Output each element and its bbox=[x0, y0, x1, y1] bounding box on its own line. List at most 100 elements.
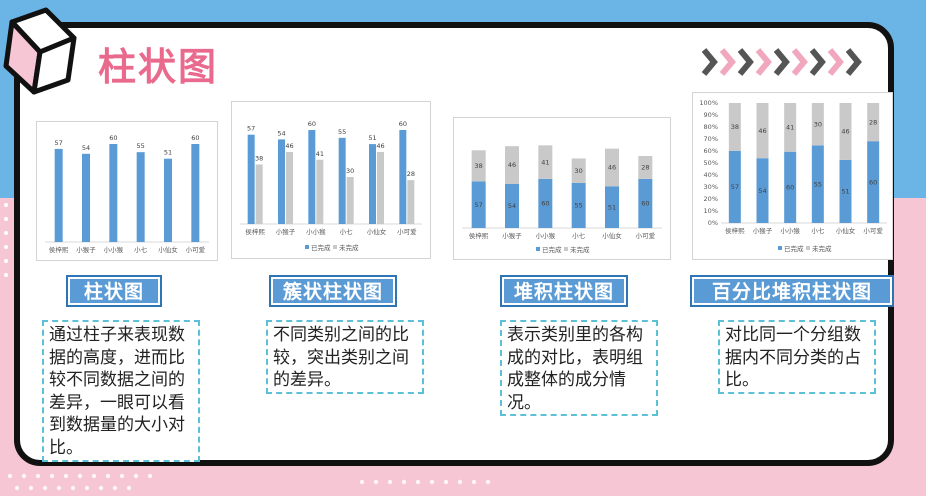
data-label: 55 bbox=[137, 142, 145, 150]
x-tick-label: 小七 bbox=[340, 227, 354, 236]
bar-done bbox=[278, 139, 285, 224]
bar-done bbox=[728, 151, 741, 223]
legend-label: 已完成 bbox=[542, 245, 562, 254]
bar-done bbox=[605, 186, 619, 228]
bar-undone bbox=[811, 103, 824, 146]
x-tick-label: 侯梓熙 bbox=[469, 231, 489, 240]
x-tick-label: 小小猴 bbox=[780, 226, 800, 235]
x-tick-label: 小猴子 bbox=[753, 226, 773, 235]
y-tick-label: 20% bbox=[704, 195, 718, 203]
bar-done bbox=[839, 159, 852, 223]
x-tick-label: 小小猴 bbox=[306, 227, 326, 236]
bar-done bbox=[308, 130, 316, 224]
data-label: 46 bbox=[285, 142, 293, 150]
bar-undone bbox=[286, 151, 293, 224]
data-label: 28 bbox=[869, 118, 877, 126]
data-label: 38 bbox=[255, 154, 263, 162]
bar-done bbox=[82, 153, 90, 242]
y-tick-label: 80% bbox=[704, 123, 718, 131]
data-label: 60 bbox=[308, 120, 316, 128]
data-label: 41 bbox=[316, 150, 324, 158]
x-tick-label: 小七 bbox=[134, 245, 148, 254]
bar-done bbox=[164, 158, 172, 242]
bar-done bbox=[756, 158, 769, 223]
data-label: 46 bbox=[608, 164, 616, 172]
legend-swatch bbox=[564, 247, 568, 251]
legend-swatch bbox=[305, 245, 309, 249]
description-percent: 对比同一个分组数据内不同分类的占比。 bbox=[718, 320, 876, 394]
x-tick-label: 侯梓熙 bbox=[725, 226, 745, 235]
x-tick-label: 侯梓熙 bbox=[245, 227, 265, 236]
x-tick-label: 小猴子 bbox=[502, 231, 522, 240]
data-label: 46 bbox=[508, 161, 516, 169]
data-label: 60 bbox=[641, 200, 649, 208]
bar-undone bbox=[839, 103, 852, 160]
legend-label: 已完成 bbox=[311, 243, 331, 252]
data-label: 57 bbox=[55, 139, 63, 147]
data-label: 60 bbox=[191, 134, 199, 142]
bar-done bbox=[571, 183, 586, 228]
bar-undone bbox=[346, 177, 354, 224]
x-tick-label: 小仙女 bbox=[367, 227, 387, 236]
bar-undone bbox=[316, 159, 324, 224]
bar-undone bbox=[756, 103, 769, 159]
data-label: 46 bbox=[841, 128, 849, 136]
data-label: 51 bbox=[841, 188, 849, 196]
bar-undone bbox=[255, 164, 263, 224]
x-tick-label: 小小猴 bbox=[104, 245, 124, 254]
data-label: 60 bbox=[399, 120, 407, 128]
legend-swatch bbox=[806, 246, 810, 250]
description-stacked: 表示类别里的各构成的对比，表明组成整体的成分情况。 bbox=[500, 320, 658, 416]
bar-undone bbox=[505, 146, 519, 184]
x-tick-label: 小七 bbox=[572, 231, 586, 240]
data-label: 60 bbox=[541, 200, 549, 208]
data-label: 54 bbox=[277, 129, 285, 137]
data-label: 30 bbox=[575, 167, 583, 175]
data-label: 51 bbox=[164, 149, 172, 157]
label-clustered-chart: 簇状柱状图 bbox=[269, 275, 397, 307]
data-label: 51 bbox=[368, 134, 376, 142]
y-tick-label: 40% bbox=[704, 171, 718, 179]
bar-undone bbox=[728, 103, 741, 151]
x-tick-label: 小仙女 bbox=[602, 231, 622, 240]
bar-done bbox=[109, 144, 118, 242]
data-label: 28 bbox=[407, 170, 415, 178]
chart-stacked: 侯梓熙 57 38 小猴子 54 46 小小猴 60 41 小七 55 30 小仙女 51 46 小可爱 60 2… bbox=[453, 117, 671, 260]
bar-undone bbox=[605, 148, 619, 187]
data-label: 60 bbox=[786, 184, 794, 192]
y-tick-label: 10% bbox=[704, 207, 718, 215]
data-label: 30 bbox=[346, 167, 354, 175]
legend-swatch bbox=[778, 246, 782, 250]
cube-decoration bbox=[3, 7, 77, 95]
data-label: 46 bbox=[376, 142, 384, 150]
bar-undone bbox=[471, 150, 486, 182]
data-label: 41 bbox=[786, 124, 794, 132]
data-label: 30 bbox=[814, 120, 822, 128]
y-tick-label: 50% bbox=[704, 159, 718, 167]
data-label: 57 bbox=[731, 183, 739, 191]
legend-label: 未完成 bbox=[339, 243, 359, 252]
x-tick-label: 侯梓熙 bbox=[49, 245, 69, 254]
bar-done bbox=[247, 134, 255, 224]
description-bar: 通过柱子来表现数据的高度，进而比较不同数据之间的差异，一眼可以看到数据量的大小对… bbox=[42, 320, 200, 462]
bar-done bbox=[505, 183, 519, 228]
bar-undone bbox=[867, 103, 880, 142]
bar-done bbox=[784, 151, 797, 223]
x-tick-label: 小可爱 bbox=[397, 227, 417, 236]
data-label: 55 bbox=[338, 128, 346, 136]
x-tick-label: 小仙女 bbox=[836, 226, 856, 235]
bar-undone bbox=[407, 180, 415, 224]
legend-swatch bbox=[333, 245, 337, 249]
data-label: 41 bbox=[541, 158, 549, 166]
x-tick-label: 小仙女 bbox=[158, 245, 178, 254]
data-label: 60 bbox=[869, 178, 877, 186]
data-label: 38 bbox=[731, 123, 739, 131]
x-tick-label: 小可爱 bbox=[186, 245, 206, 254]
x-tick-label: 小七 bbox=[811, 226, 825, 235]
bar-done bbox=[538, 178, 553, 228]
data-label: 54 bbox=[508, 202, 516, 210]
bar-undone bbox=[571, 158, 586, 183]
bar-undone bbox=[538, 145, 553, 179]
y-tick-label: 70% bbox=[704, 135, 718, 143]
bar-done bbox=[867, 141, 880, 223]
